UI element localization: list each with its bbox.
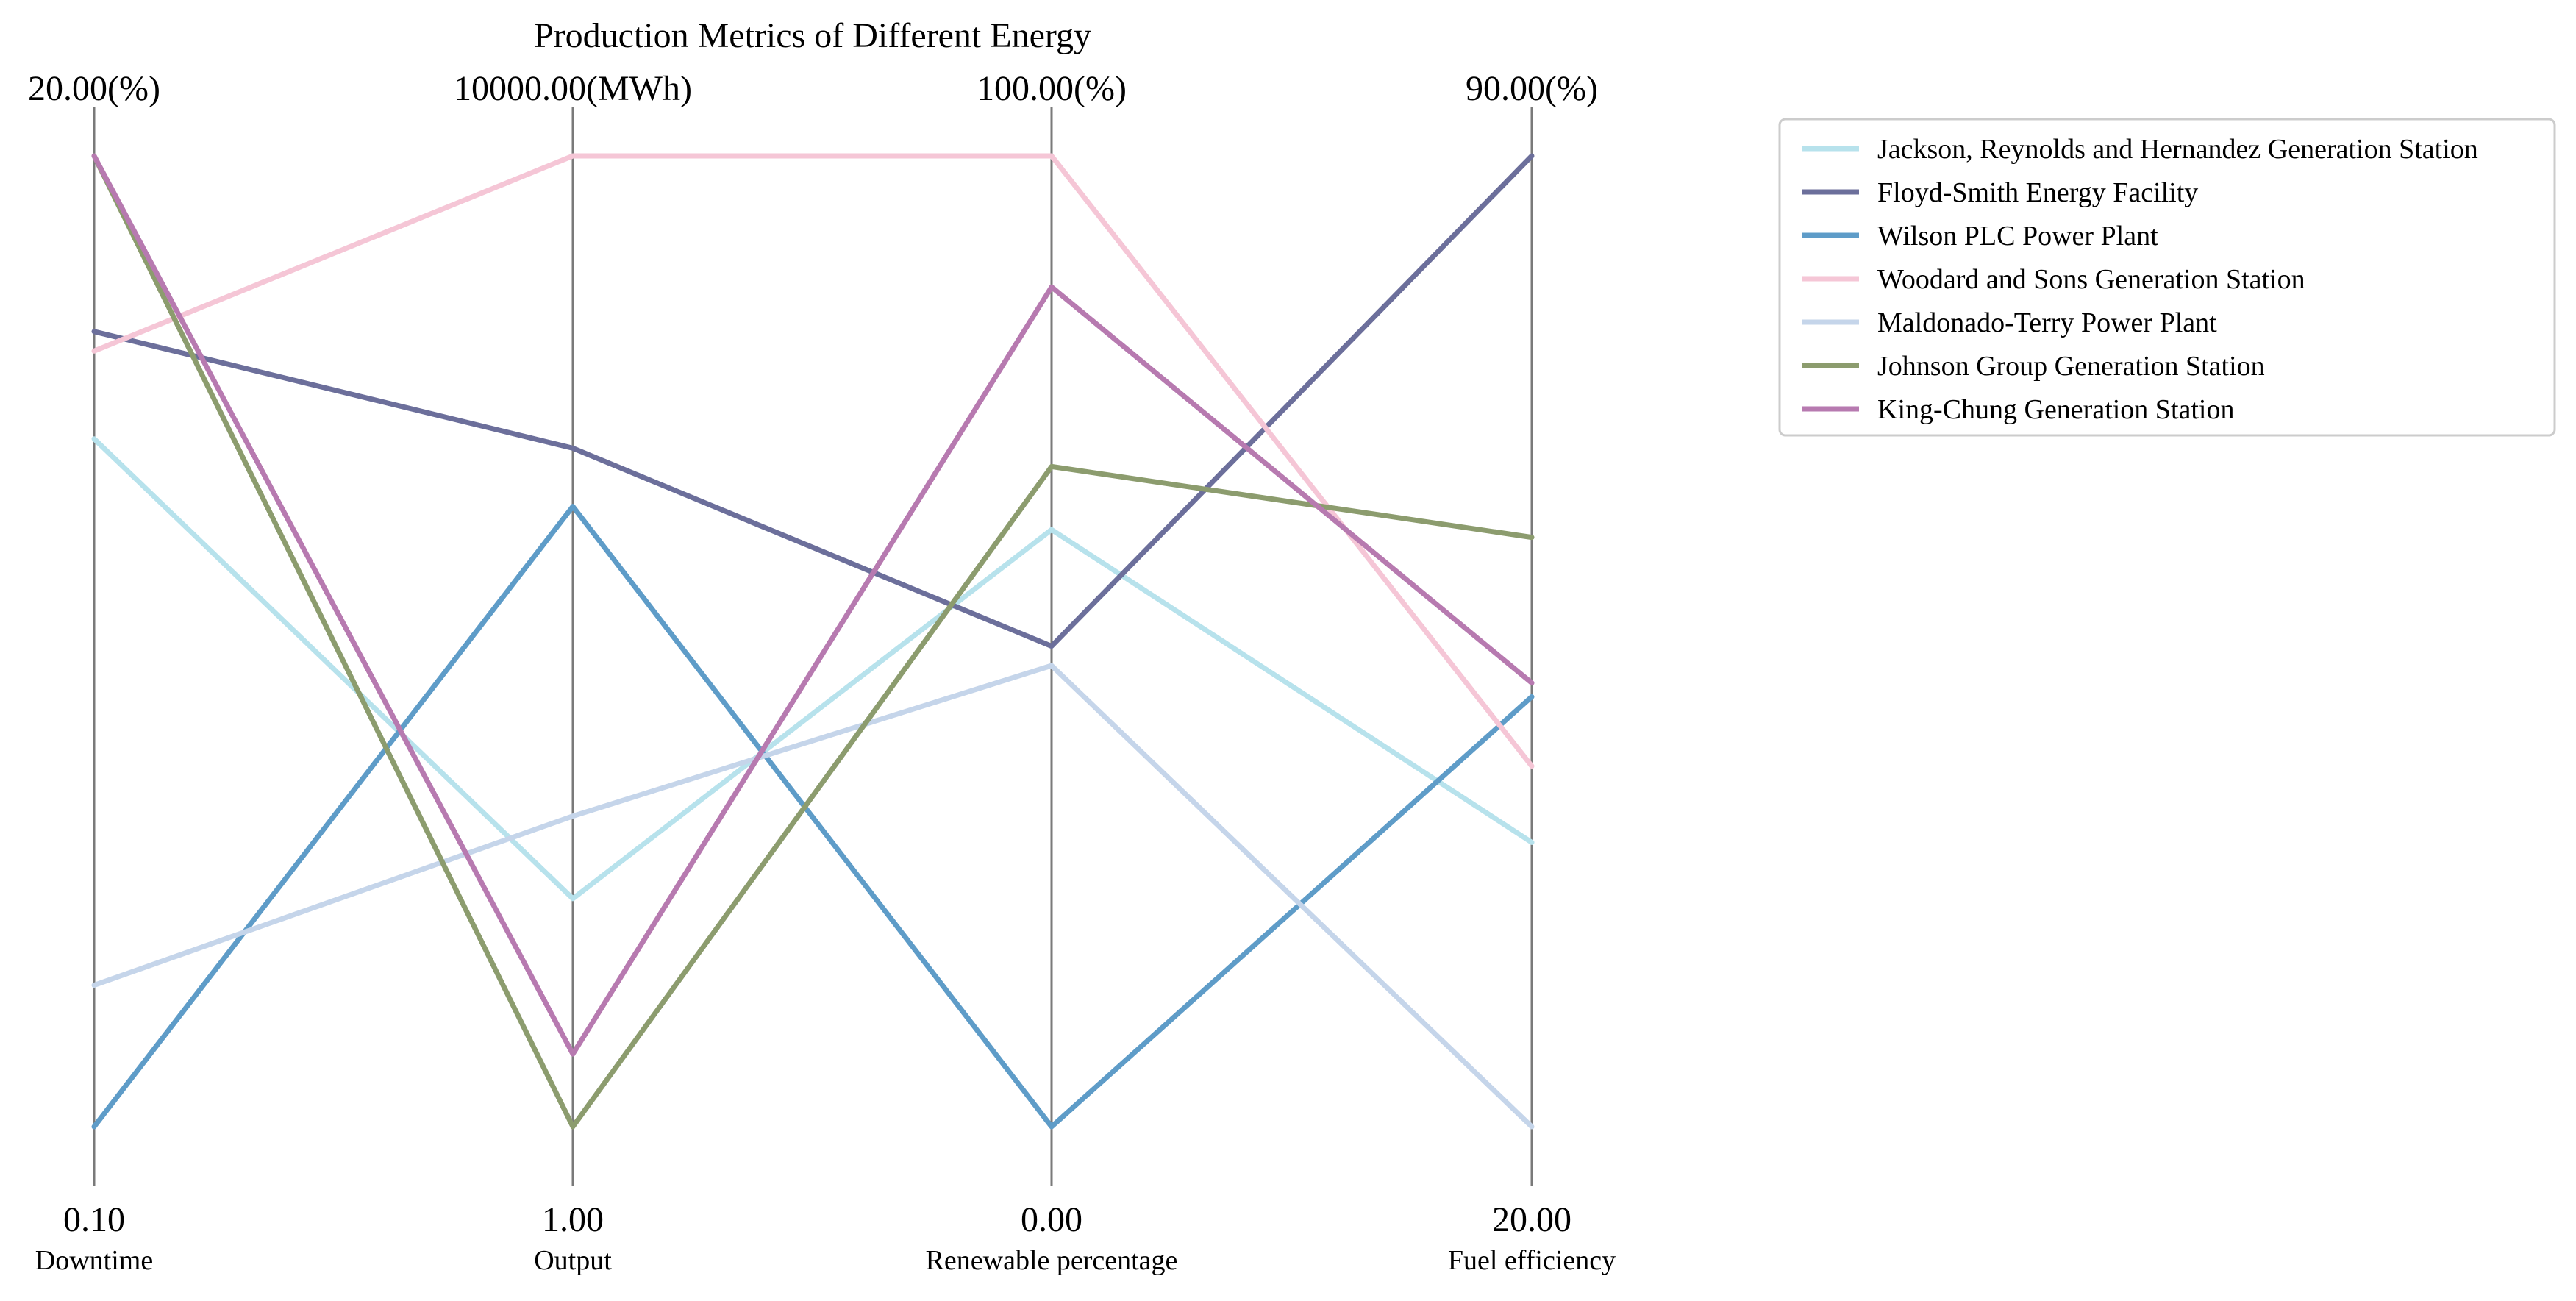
series-line: [91, 153, 1535, 649]
legend-frame: [1778, 118, 2556, 437]
axis-name-label: Downtime: [35, 1245, 153, 1276]
series-line: [91, 153, 1535, 1057]
axis-min-label: 20.00: [1492, 1200, 1571, 1239]
axis-max-label: 90.00(%): [1466, 69, 1598, 108]
axis-name-label: Renewable percentage: [926, 1245, 1178, 1276]
legend-label: Floyd-Smith Energy Facility: [1877, 177, 2198, 208]
series-line: [91, 153, 1535, 1130]
legend-label: Johnson Group Generation Station: [1877, 351, 2265, 382]
axis-name-label: Output: [534, 1245, 612, 1276]
series-line: [91, 663, 1535, 1130]
series-line: [91, 436, 1535, 902]
series-line: [91, 153, 1535, 769]
axis-name-label: Fuel efficiency: [1448, 1245, 1616, 1276]
chart-title: Production Metrics of Different Energy: [534, 16, 1091, 55]
series-lines-layer: [91, 153, 1535, 1130]
series-line: [91, 504, 1535, 1130]
legend-label: King-Chung Generation Station: [1877, 394, 2234, 425]
legend-label: Maldonado-Terry Power Plant: [1877, 307, 2217, 338]
axes-layer: 20.00(%) 0.10 Downtime 10000.00(MWh) 1.00 Out…: [28, 69, 1616, 1276]
axis-max-label: 20.00(%): [28, 69, 160, 108]
legend: Jackson, Reynolds and Hernandez Generati…: [1778, 118, 2556, 437]
axis-min-label: 0.00: [1021, 1200, 1082, 1239]
legend-label: Jackson, Reynolds and Hernandez Generati…: [1877, 134, 2478, 165]
axis-max-label: 10000.00(MWh): [454, 69, 692, 108]
axis-max-label: 100.00(%): [977, 69, 1127, 108]
legend-label: Wilson PLC Power Plant: [1877, 221, 2158, 252]
legend-label: Woodard and Sons Generation Station: [1877, 264, 2305, 295]
axis-min-label: 1.00: [542, 1200, 604, 1239]
axis-min-label: 0.10: [63, 1200, 125, 1239]
